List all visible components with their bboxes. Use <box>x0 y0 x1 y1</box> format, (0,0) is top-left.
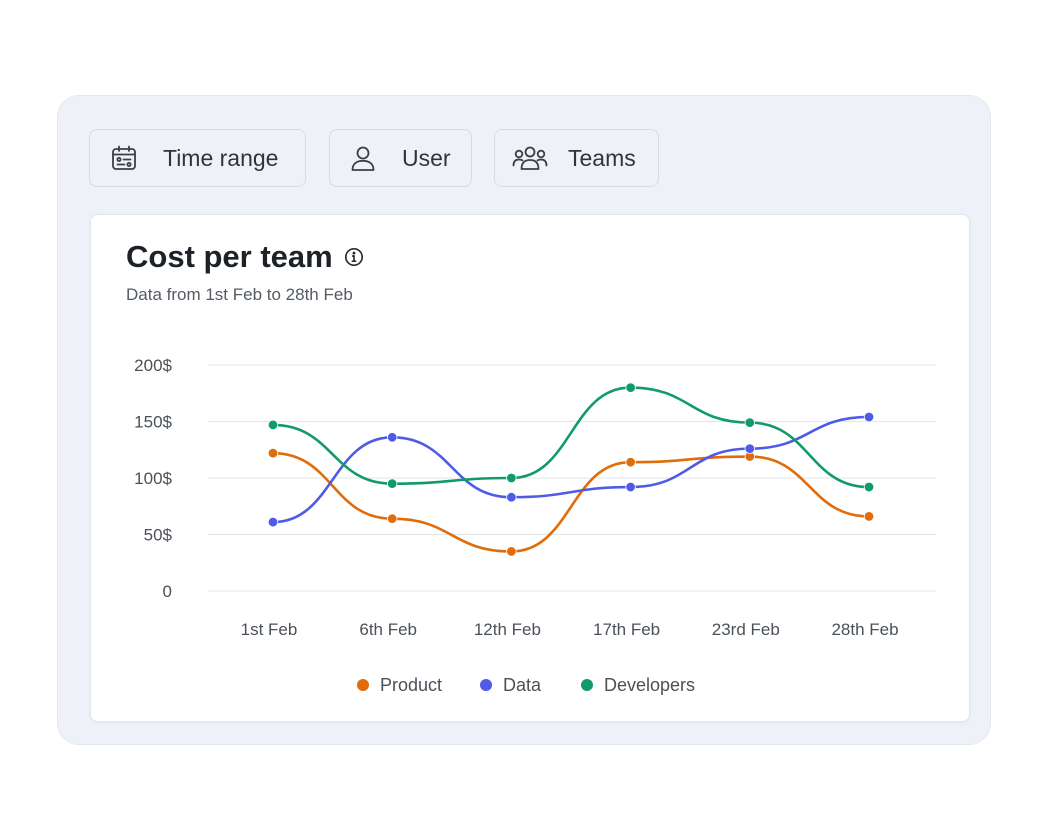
x-tick-label: 12th Feb <box>474 620 541 639</box>
x-tick-label: 17th Feb <box>593 620 660 639</box>
x-tick-label: 23rd Feb <box>712 620 780 639</box>
x-tick-label: 1st Feb <box>241 620 298 639</box>
y-tick-label: 200$ <box>134 356 172 375</box>
data-point-data[interactable] <box>625 481 636 493</box>
info-icon[interactable] <box>344 247 364 267</box>
time-range-filter-button[interactable]: Time range <box>89 129 306 187</box>
team-icon <box>512 146 548 170</box>
x-tick-label: 28th Feb <box>831 620 898 639</box>
legend-label: Data <box>503 675 542 695</box>
x-tick-label: 6th Feb <box>359 620 417 639</box>
data-point-data[interactable] <box>387 432 398 443</box>
data-point-product[interactable] <box>863 511 875 522</box>
legend-label: Product <box>380 675 443 695</box>
data-point-developers[interactable] <box>267 419 279 431</box>
calendar-icon <box>112 145 136 170</box>
data-point-developers[interactable] <box>625 382 636 393</box>
legend-marker <box>480 679 492 691</box>
chart-title: Cost per team <box>126 239 333 274</box>
data-point-developers[interactable] <box>387 478 398 489</box>
data-point-data[interactable] <box>863 411 875 423</box>
data-point-product[interactable] <box>625 456 636 468</box>
user-filter-button[interactable]: User <box>329 129 472 187</box>
data-point-product[interactable] <box>387 513 398 524</box>
teams-filter-button[interactable]: Teams <box>494 129 659 187</box>
data-point-data[interactable] <box>744 443 756 454</box>
cost-chart-card: Cost per team Data from 1st Feb to 28th … <box>90 214 970 722</box>
chart-subtitle: Data from 1st Feb to 28th Feb <box>126 285 353 304</box>
data-point-developers[interactable] <box>863 481 875 493</box>
data-point-product[interactable] <box>506 546 517 557</box>
line-chart: 200$ 150$ 100$ 50$ 0 1st Feb 6th Feb 12th Feb 17… <box>134 356 936 639</box>
series-line-product <box>271 451 871 553</box>
y-tick-label: 150$ <box>134 413 172 432</box>
data-point-data[interactable] <box>267 516 279 528</box>
time-range-filter-label: Time range <box>163 145 279 171</box>
data-point-product[interactable] <box>267 447 279 459</box>
chart-legend: Product Data Developers <box>91 673 971 697</box>
data-point-developers[interactable] <box>506 472 517 484</box>
user-filter-label: User <box>402 145 451 171</box>
y-tick-label: 0 <box>163 582 172 601</box>
data-point-data[interactable] <box>506 492 517 503</box>
legend-marker <box>581 679 593 691</box>
y-tick-label: 50$ <box>144 526 173 545</box>
y-tick-label: 100$ <box>134 469 172 488</box>
dashboard-panel: Time range User Teams Cost per team Data… <box>57 95 991 745</box>
series-line-data <box>271 415 871 524</box>
legend-marker <box>357 679 369 691</box>
data-point-developers[interactable] <box>744 417 756 428</box>
user-icon <box>351 146 375 171</box>
teams-filter-label: Teams <box>568 145 636 171</box>
series-line-developers <box>271 386 871 489</box>
legend-label: Developers <box>604 675 696 695</box>
